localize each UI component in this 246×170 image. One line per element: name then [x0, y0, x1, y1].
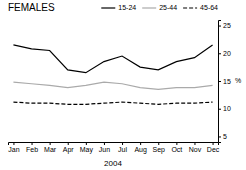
- plot: Jan Feb Mar Apr May Jun Jul Aug Sep Oct Nov Dec5 10 1…: [8, 21, 241, 169]
- x-axis: Jan Feb Mar Apr May Jun Jul Aug Sep Oct Nov Dec: [8, 142, 220, 154]
- x-tick: Jun: [99, 142, 110, 153]
- y-axis: 5 10 15 20 25: [218, 21, 231, 143]
- x-tick: Aug: [134, 142, 147, 154]
- x-tick: Dec: [207, 142, 220, 153]
- series-line: [13, 102, 212, 104]
- x-axis-title: 2004: [104, 159, 122, 168]
- y-tick-mark: [218, 109, 221, 110]
- x-tick-mark: [50, 142, 51, 145]
- y-tick-label: 20: [223, 50, 231, 57]
- y-tick: 25: [218, 22, 231, 29]
- legend-swatch: [142, 7, 156, 8]
- x-tick: Nov: [189, 142, 202, 153]
- x-tick: Oct: [171, 142, 182, 153]
- y-tick-label: 5: [223, 133, 227, 140]
- y-tick: 15: [218, 78, 231, 85]
- x-tick-mark: [122, 142, 123, 145]
- y-tick-label: 15: [223, 78, 231, 85]
- x-tick-label: May: [80, 146, 94, 154]
- x-tick-mark: [194, 142, 195, 145]
- x-tick: Mar: [44, 142, 57, 153]
- legend-swatch: [183, 7, 197, 8]
- legend-label: 15-24: [118, 4, 136, 11]
- x-tick-label: Mar: [44, 146, 57, 153]
- title: FEMALES: [8, 2, 55, 13]
- x-tick: Sep: [153, 142, 166, 154]
- y-axis-line: [219, 21, 222, 143]
- x-tick-label: Dec: [207, 146, 220, 153]
- x-tick-label: Feb: [26, 146, 38, 153]
- x-tick-label: Apr: [63, 146, 75, 154]
- x-tick-mark: [13, 142, 14, 145]
- x-tick-label: Jul: [118, 146, 127, 153]
- x-tick-label: Aug: [134, 146, 147, 154]
- x-tick-label: Nov: [189, 146, 202, 153]
- y-axis-title: %: [235, 77, 241, 84]
- x-tick-mark: [86, 142, 87, 145]
- y-tick-mark: [218, 81, 221, 82]
- x-tick-mark: [176, 142, 177, 145]
- legend-label: 45-64: [200, 4, 218, 11]
- x-tick-label: Sep: [153, 146, 166, 154]
- series-line: [13, 45, 212, 73]
- y-tick: 5: [218, 133, 227, 140]
- x-tick-mark: [32, 142, 33, 145]
- legend-swatch: [101, 7, 115, 8]
- x-tick-mark: [158, 142, 159, 145]
- chart: Jan Feb Mar Apr May Jun Jul Aug Sep Oct Nov Dec5 10 1…: [0, 0, 246, 170]
- x-axis-line: [9, 143, 219, 146]
- x-tick: Feb: [26, 142, 38, 153]
- legend-item: 45-64: [183, 4, 218, 11]
- y-tick: 20: [218, 50, 231, 57]
- x-tick-mark: [140, 142, 141, 145]
- x-tick: May: [80, 142, 94, 154]
- x-tick-label: Jan: [8, 146, 19, 153]
- lines: [13, 45, 212, 104]
- legend-item: 15-24: [101, 4, 136, 11]
- x-tick: Apr: [63, 142, 75, 154]
- x-tick-mark: [104, 142, 105, 145]
- x-tick-label: Oct: [171, 146, 182, 153]
- y-tick-mark: [218, 26, 221, 27]
- y-tick-mark: [218, 53, 221, 54]
- legend-item: 25-44: [142, 4, 177, 11]
- y-tick-label: 10: [223, 105, 231, 112]
- x-tick: Jan: [8, 142, 19, 153]
- series-line: [13, 82, 212, 89]
- y-tick-label: 25: [223, 22, 231, 29]
- x-tick-label: Jun: [99, 146, 110, 153]
- y-tick: 10: [218, 105, 231, 112]
- y-tick-mark: [218, 136, 221, 137]
- legend-label: 25-44: [159, 4, 177, 11]
- x-tick-mark: [213, 142, 214, 145]
- legend: 15-24 25-44 45-64: [101, 4, 218, 11]
- x-tick-mark: [68, 142, 69, 145]
- x-tick: Jul: [118, 142, 127, 153]
